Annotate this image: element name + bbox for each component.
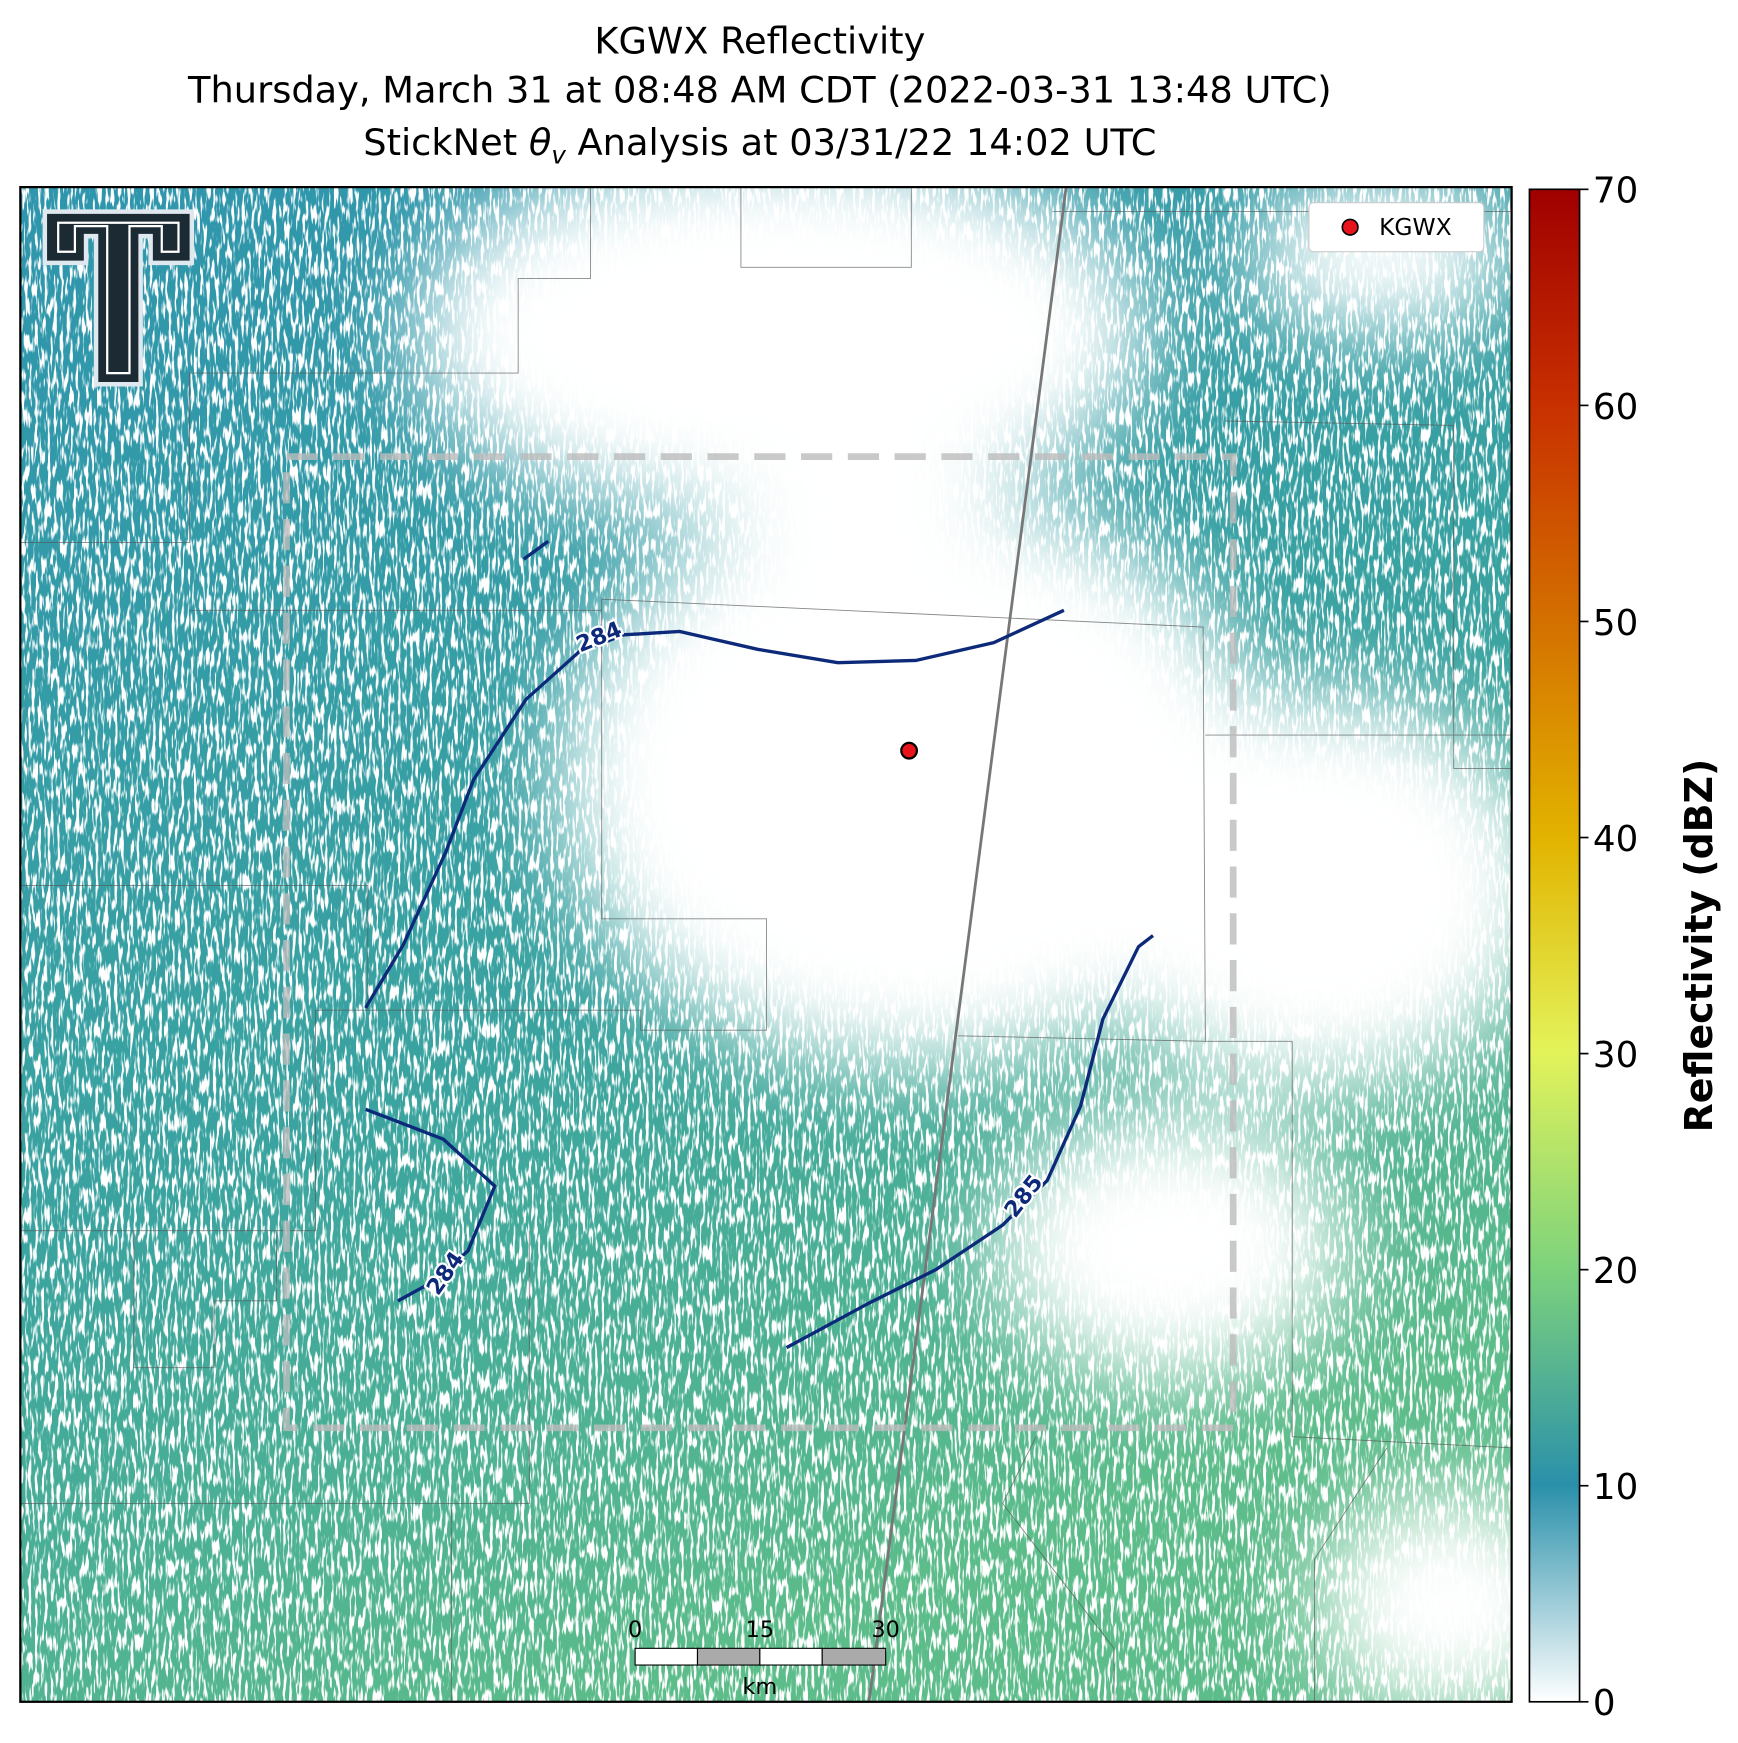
colorbar-tick-label: 60: [1593, 387, 1638, 428]
logo: [42, 209, 195, 387]
scale-label: 30: [872, 1617, 900, 1643]
scale-label: 0: [628, 1617, 642, 1643]
radar-site: [900, 741, 919, 760]
colorbar: Reflectivity (dBZ) 0 10 20 30 40 50 60 70: [1528, 171, 1721, 1724]
colorbar-scale: [1528, 188, 1581, 1703]
scale-bar: 0 15 30 km: [628, 1617, 900, 1700]
contours: [364, 539, 1155, 1350]
colorbar-tick-label: 10: [1593, 1467, 1638, 1508]
colorbar-tick-label: 20: [1593, 1251, 1638, 1292]
map: 284 284 285 KGWX 0 15 30 km: [20, 187, 1512, 1702]
radar-speckle: [20, 187, 1512, 1702]
analysis-line: StickNet θv Analysis at 03/31/22 14:02 U…: [363, 121, 1156, 170]
legend: KGWX: [1308, 202, 1485, 253]
scale-label: 15: [746, 1617, 774, 1643]
analysis-domain: [283, 453, 1237, 1432]
map-frame: [19, 185, 1513, 1703]
analysis-suffix: Analysis at 03/31/22 14:02 UTC: [566, 121, 1157, 164]
colorbar-tick-label: 30: [1593, 1035, 1638, 1076]
analysis-prefix: StickNet: [363, 121, 529, 164]
title: KGWX Reflectivity: [594, 19, 925, 62]
legend-label: KGWX: [1379, 213, 1452, 241]
legend-box: [1308, 202, 1485, 253]
state-line: [867, 187, 1068, 1702]
colorbar-tick-label: 0: [1593, 1683, 1616, 1724]
scale-unit: km: [743, 1674, 778, 1700]
colorbar-tick-label: 70: [1593, 171, 1638, 212]
legend-marker: [1341, 218, 1359, 236]
colorbar-tick-label: 40: [1593, 819, 1638, 860]
colorbar-label: Reflectivity (dBZ): [1677, 759, 1721, 1133]
theta-subscript: v: [551, 141, 566, 170]
theta: θ: [529, 121, 551, 164]
colorbar-tick-label: 50: [1593, 603, 1638, 644]
subtitle: Thursday, March 31 at 08:48 AM CDT (2022…: [187, 68, 1332, 111]
